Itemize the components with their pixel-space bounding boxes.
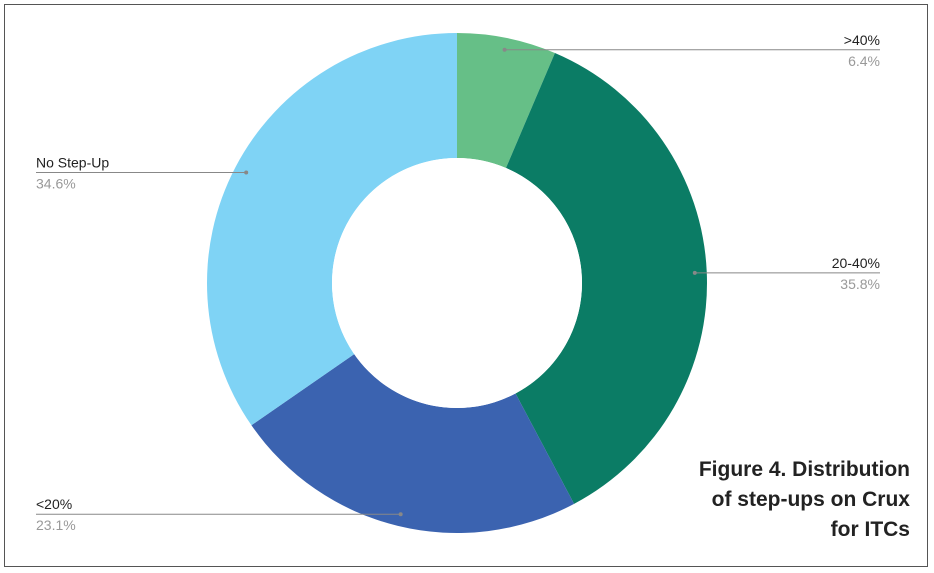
donut-segment: [207, 33, 457, 426]
slice-label: <20%: [36, 496, 72, 512]
donut-hole: [332, 158, 582, 408]
leader-dot: [502, 47, 507, 52]
donut-segment: [505, 52, 708, 504]
slice-value: 35.8%: [840, 276, 880, 292]
donut-segment: [251, 354, 575, 534]
leader-dot: [692, 270, 697, 275]
slice-value: 23.1%: [36, 517, 76, 533]
figure-caption: Figure 4. Distribution of step-ups on Cr…: [698, 458, 910, 541]
slice-label: >40%: [844, 32, 880, 48]
slice-label: No Step-Up: [36, 155, 109, 171]
leader-dot: [244, 170, 249, 175]
frame: [4, 4, 928, 567]
slice-value: 34.6%: [36, 176, 76, 192]
donut-segment: [457, 33, 555, 168]
leader-dot: [398, 512, 403, 517]
slice-value: 6.4%: [848, 53, 880, 69]
slice-label: 20-40%: [832, 255, 880, 271]
